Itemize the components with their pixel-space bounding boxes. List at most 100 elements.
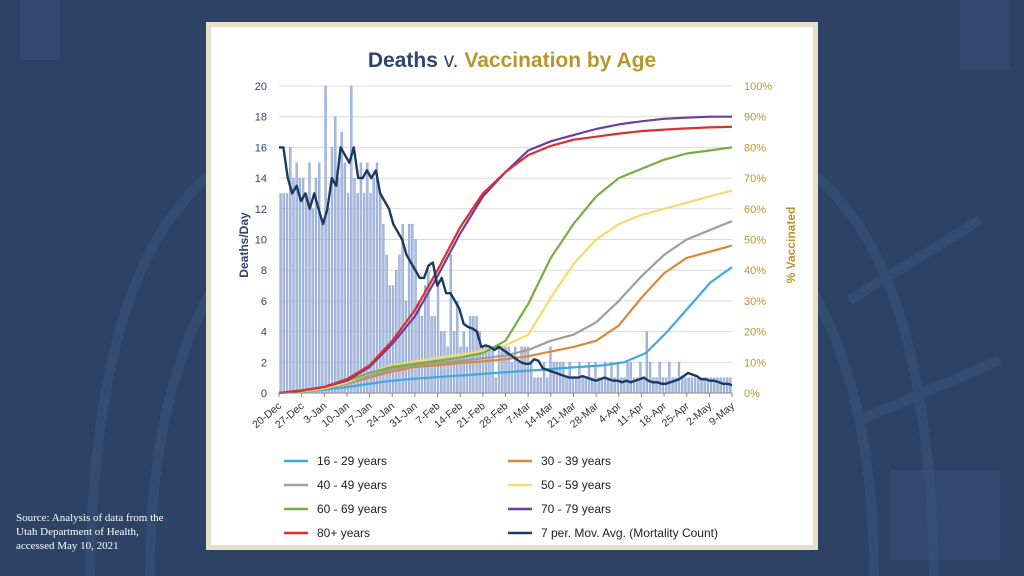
y-tick-right: 40% [744,265,766,277]
death-bar [642,377,645,394]
death-bar [558,362,562,394]
death-bar [324,85,327,394]
death-bar [555,362,559,394]
y-tick-right: 80% [744,142,766,154]
y-tick-right: 100% [744,81,772,93]
death-bar [575,377,578,394]
death-bar [295,162,298,394]
death-bar [317,162,321,394]
death-bar [449,254,453,394]
death-bar [340,131,343,394]
death-bar [321,223,324,394]
deaths-vaccination-chart: Deaths v. Vaccination by Age 0 2 4 6 8 10 12 14… [237,49,798,540]
title-vaccination: Vaccination by Age [464,49,656,72]
legend-label: 80+ years [317,526,370,540]
y-tick-left: 18 [255,112,267,124]
death-bar [504,346,507,394]
death-bar [350,85,353,394]
y-tick-left: 4 [261,327,267,339]
death-bar [456,300,459,394]
death-bar [661,377,665,394]
death-bar [562,362,565,394]
death-bar [485,346,488,394]
chart-frame: Deaths v. Vaccination by Age 0 2 4 6 8 10 12 14… [206,22,818,550]
death-bar [314,177,318,394]
death-bar [343,162,347,394]
death-bar [446,346,449,394]
death-bar [681,377,684,394]
death-bar [305,193,308,394]
source-note: Source: Analysis of data from the Utah D… [16,511,201,553]
death-bar [366,162,369,394]
death-bar [697,377,700,394]
death-bar [671,377,674,394]
death-bar [379,193,382,394]
death-bar [517,362,520,394]
y-tick-left: 14 [255,173,267,185]
death-bar [536,377,539,394]
legend-label: 50 - 59 years [541,478,611,492]
death-bar [327,208,330,394]
death-bar [668,362,671,394]
death-bar [716,377,719,394]
vaccination-line [278,266,733,395]
death-bar [301,177,305,394]
death-bar [491,346,494,394]
death-bar [356,193,359,394]
y-tick-right: 10% [744,357,766,369]
death-bar [645,331,649,394]
y-tick-right: 90% [744,112,766,124]
y-tick-left: 0 [261,388,267,400]
chart-panel: Deaths v. Vaccination by Age 0 2 4 6 8 10 12 14… [211,27,813,545]
y-tick-left: 6 [261,296,267,308]
legend-label: 30 - 39 years [541,454,611,468]
y-tick-right: 50% [744,235,766,247]
legend-label: 60 - 69 years [317,502,387,516]
death-bar [285,193,289,394]
death-bar [719,377,722,394]
death-bar [693,377,697,394]
death-bar [353,177,356,394]
death-bar [359,162,363,394]
y-tick-left: 2 [261,357,267,369]
death-bar [581,377,584,394]
y-tick-right: 30% [744,296,766,308]
death-bar [488,346,491,394]
y-tick-left: 16 [255,142,267,154]
death-bar [530,362,533,394]
y-axis-label-right: % Vaccinated [784,207,798,284]
death-bar [308,162,311,394]
death-bar [311,208,314,394]
vaccination-line [278,220,733,395]
death-bar [533,377,536,394]
death-bar [684,377,687,394]
death-bar [690,377,694,394]
death-bar [539,377,543,394]
death-bar [433,316,436,394]
legend-label: 40 - 49 years [317,478,387,492]
death-bar [552,362,555,394]
death-bar [652,377,655,394]
death-bar [362,193,366,394]
legend-label: 70 - 79 years [541,502,611,516]
death-bar [722,377,726,394]
death-bar [726,377,729,394]
death-bar [501,346,504,394]
vaccination-line [278,125,733,395]
death-bar [571,377,575,394]
death-bar [629,362,632,394]
y-tick-left: 20 [255,81,267,93]
death-bar [520,346,523,394]
source-line-1: Source: Analysis of data from the [16,512,164,524]
death-bar [687,377,690,394]
death-bar [430,316,433,394]
death-bar [658,362,661,394]
death-bar [584,377,587,394]
death-bar [398,254,401,394]
death-bar [388,285,392,394]
death-bar [494,377,498,394]
y-axis-label-left: Deaths/Day [237,212,251,278]
death-bar [626,362,629,394]
death-bar [346,193,350,394]
